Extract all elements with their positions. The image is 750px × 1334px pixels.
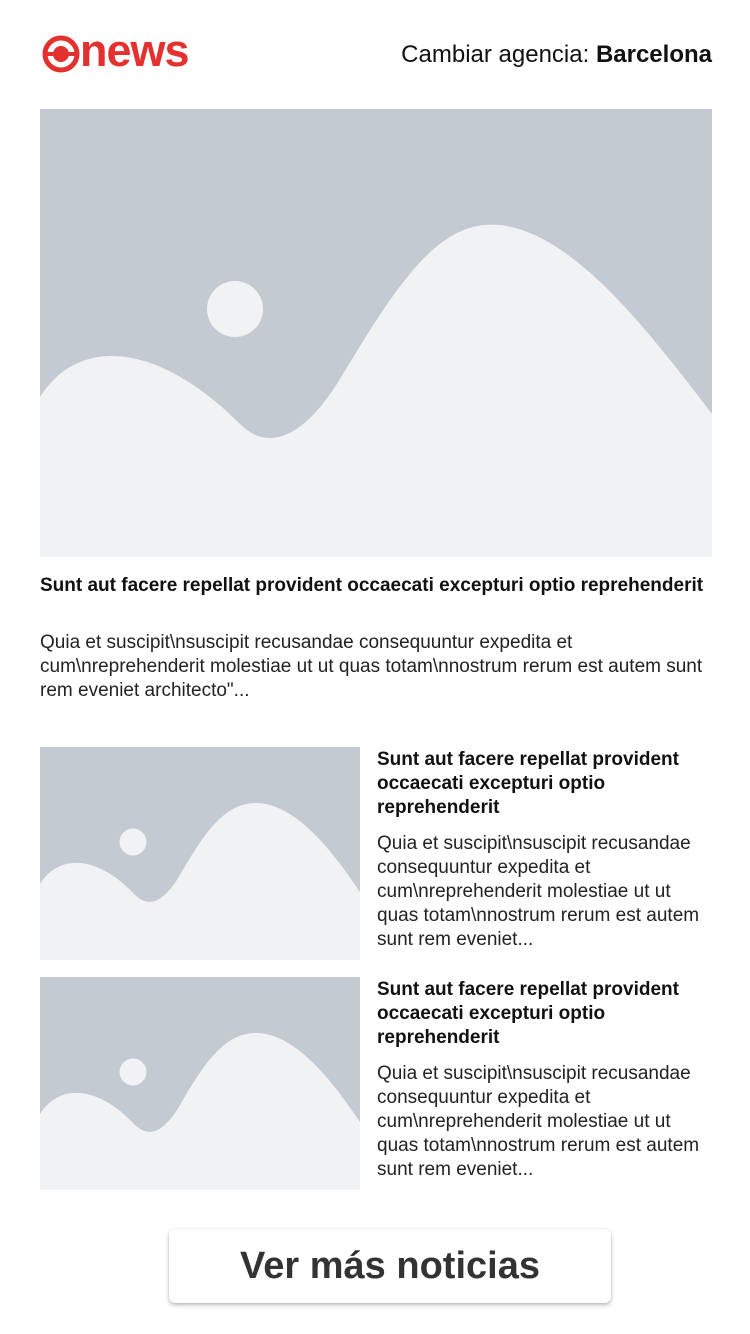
more-news-button[interactable]: Ver más noticias <box>169 1229 611 1303</box>
article-image[interactable] <box>40 747 360 960</box>
image-placeholder-icon <box>40 747 360 960</box>
image-placeholder-icon <box>40 109 712 557</box>
article-title[interactable]: Sunt aut facere repellat provident occae… <box>377 749 679 818</box>
image-placeholder-icon <box>40 977 360 1190</box>
agency-city[interactable]: Barcelona <box>595 41 712 68</box>
article-summary: Quia et suscipit\nsuscipit recusandae co… <box>377 833 700 950</box>
article-summary: Quia et suscipit\nsuscipit recusandae co… <box>377 1063 700 1180</box>
article-title[interactable]: Sunt aut facere repellat provident occae… <box>377 979 679 1048</box>
news-logo[interactable]: news <box>42 25 190 76</box>
logo-circle-icon <box>42 35 80 73</box>
featured-article-title[interactable]: Sunt aut facere repellat provident occae… <box>40 575 704 596</box>
article-image[interactable] <box>40 977 360 1190</box>
header: news Cambiar agencia: Barcelona <box>40 25 712 80</box>
featured-article-image[interactable] <box>40 109 712 557</box>
logo-text: news <box>80 25 190 76</box>
featured-article-summary: Quia et suscipit\nsuscipit recusandae co… <box>40 632 703 701</box>
change-agency-link[interactable]: Cambiar agencia: Barcelona <box>401 40 712 70</box>
change-agency-label: Cambiar agencia: <box>401 41 596 68</box>
